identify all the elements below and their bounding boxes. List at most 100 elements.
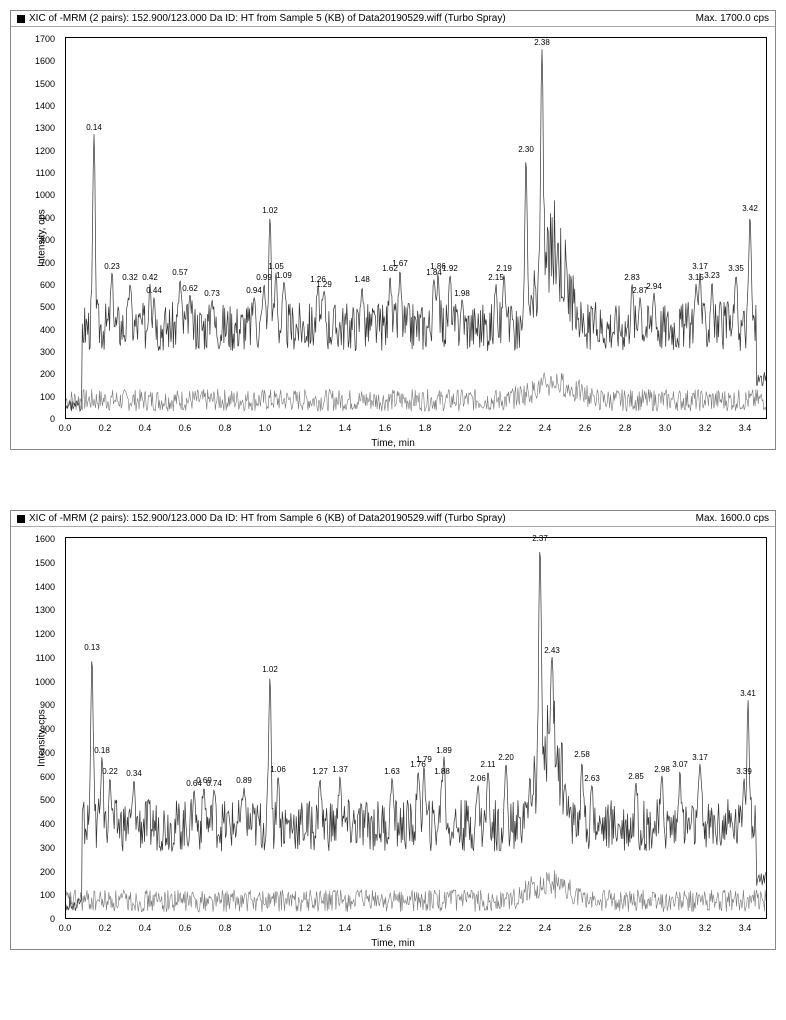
- x-tick-label: 0.6: [179, 423, 192, 433]
- peak-label: 1.02: [262, 206, 278, 215]
- x-tick-label: 0.8: [219, 923, 232, 933]
- x-tick-label: 0.0: [59, 423, 72, 433]
- peak-label: 0.89: [236, 776, 252, 785]
- chart-header: XIC of -MRM (2 pairs): 152.900/123.000 D…: [11, 511, 775, 527]
- chart-title-right: Max. 1700.0 cps: [696, 13, 769, 24]
- x-tick-label: 1.8: [419, 423, 432, 433]
- y-tick-label: 1100: [11, 653, 55, 663]
- x-tick-label: 2.4: [539, 423, 552, 433]
- x-tick-label: 2.6: [579, 423, 592, 433]
- peak-label: 1.88: [434, 767, 450, 776]
- x-tick-label: 3.4: [739, 923, 752, 933]
- y-tick-label: 1600: [11, 534, 55, 544]
- x-tick-label: 1.8: [419, 923, 432, 933]
- y-tick-label: 700: [11, 748, 55, 758]
- x-axis-label: Time, min: [371, 938, 415, 949]
- x-axis-label: Time, min: [371, 438, 415, 449]
- y-axis-label: Intensity, cps: [36, 709, 47, 767]
- x-tick-label: 2.0: [459, 923, 472, 933]
- x-tick-label: 3.0: [659, 423, 672, 433]
- peak-label: 2.06: [470, 774, 486, 783]
- y-tick-label: 500: [11, 302, 55, 312]
- peak-label: 0.74: [206, 779, 222, 788]
- peak-label: 2.38: [534, 38, 550, 47]
- peak-label: 1.63: [384, 767, 400, 776]
- peak-label: 2.98: [654, 765, 670, 774]
- chart-title-left: XIC of -MRM (2 pairs): 152.900/123.000 D…: [29, 13, 506, 24]
- x-tick-label: 1.6: [379, 923, 392, 933]
- y-tick-label: 600: [11, 772, 55, 782]
- x-tick-label: 0.4: [139, 423, 152, 433]
- y-tick-label: 1000: [11, 190, 55, 200]
- chromatogram-panel: XIC of -MRM (2 pairs): 152.900/123.000 D…: [10, 10, 776, 450]
- x-tick-label: 0.4: [139, 923, 152, 933]
- peak-label: 3.07: [672, 760, 688, 769]
- charts-container: XIC of -MRM (2 pairs): 152.900/123.000 D…: [10, 10, 776, 950]
- x-tick-label: 3.0: [659, 923, 672, 933]
- x-tick-label: 3.2: [699, 923, 712, 933]
- peak-label: 1.06: [270, 765, 286, 774]
- y-tick-label: 1400: [11, 582, 55, 592]
- x-tick-label: 2.0: [459, 423, 472, 433]
- y-tick-label: 1400: [11, 101, 55, 111]
- peak-label: 3.39: [736, 767, 752, 776]
- peak-label: 2.19: [496, 264, 512, 273]
- peak-label: 0.23: [104, 262, 120, 271]
- peak-label: 3.23: [704, 271, 720, 280]
- x-tick-label: 0.2: [99, 423, 112, 433]
- y-tick-label: 900: [11, 700, 55, 710]
- peak-label: 1.48: [354, 275, 370, 284]
- peak-label: 3.17: [692, 753, 708, 762]
- x-tick-label: 1.4: [339, 423, 352, 433]
- peak-label: 0.18: [94, 746, 110, 755]
- x-tick-label: 2.8: [619, 423, 632, 433]
- plot-area[interactable]: 0.140.230.320.420.440.570.620.730.940.99…: [65, 37, 767, 419]
- y-tick-label: 0: [11, 914, 55, 924]
- x-tick-label: 0.0: [59, 923, 72, 933]
- peak-label: 2.63: [584, 774, 600, 783]
- peak-label: 3.35: [728, 264, 744, 273]
- peak-label: 0.14: [86, 123, 102, 132]
- peak-label: 3.15: [688, 273, 704, 282]
- y-tick-label: 1000: [11, 677, 55, 687]
- chromatogram-panel: XIC of -MRM (2 pairs): 152.900/123.000 D…: [10, 510, 776, 950]
- x-tick-label: 0.2: [99, 923, 112, 933]
- x-tick-label: 2.2: [499, 423, 512, 433]
- peak-label: 0.13: [84, 643, 100, 652]
- x-tick-label: 2.6: [579, 923, 592, 933]
- plot-wrap: 0100200300400500600700800900100011001200…: [11, 27, 775, 449]
- y-tick-label: 1200: [11, 629, 55, 639]
- y-tick-label: 1100: [11, 168, 55, 178]
- peak-label: 1.98: [454, 289, 470, 298]
- peak-label: 0.32: [122, 273, 138, 282]
- y-tick-label: 800: [11, 724, 55, 734]
- y-tick-label: 100: [11, 392, 55, 402]
- peak-label: 3.42: [742, 204, 758, 213]
- peak-label: 0.94: [246, 286, 262, 295]
- peak-label: 2.43: [544, 646, 560, 655]
- x-tick-label: 0.8: [219, 423, 232, 433]
- peak-label: 1.92: [442, 264, 458, 273]
- y-tick-label: 0: [11, 414, 55, 424]
- peak-label: 2.58: [574, 750, 590, 759]
- chart-header: XIC of -MRM (2 pairs): 152.900/123.000 D…: [11, 11, 775, 27]
- y-tick-label: 1300: [11, 123, 55, 133]
- series-indicator-icon: [17, 15, 25, 23]
- peak-label: 1.37: [332, 765, 348, 774]
- peak-label: 2.30: [518, 145, 534, 154]
- y-tick-label: 200: [11, 867, 55, 877]
- peak-label: 2.20: [498, 753, 514, 762]
- plot-area[interactable]: 0.130.180.220.340.640.690.740.891.021.06…: [65, 537, 767, 919]
- peak-label: 0.57: [172, 268, 188, 277]
- x-tick-label: 1.4: [339, 923, 352, 933]
- peak-label: 0.22: [102, 767, 118, 776]
- x-tick-label: 3.2: [699, 423, 712, 433]
- y-tick-label: 1300: [11, 605, 55, 615]
- y-tick-label: 900: [11, 213, 55, 223]
- x-tick-label: 0.6: [179, 923, 192, 933]
- y-tick-label: 800: [11, 235, 55, 245]
- y-tick-label: 700: [11, 258, 55, 268]
- peak-label: 3.17: [692, 262, 708, 271]
- x-tick-label: 1.2: [299, 423, 312, 433]
- peak-label: 0.34: [126, 769, 142, 778]
